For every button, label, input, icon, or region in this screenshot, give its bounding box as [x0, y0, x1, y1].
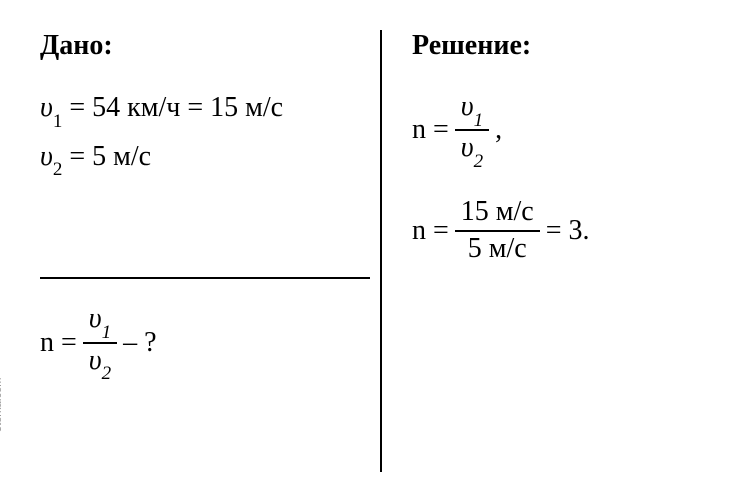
find-expression: n = υ1 υ2 – ? [40, 304, 380, 381]
find-lhs: n = [40, 327, 77, 359]
subscript: 1 [53, 111, 63, 132]
numeric-result: = 3. [546, 215, 590, 247]
fraction-numerator: υ1 [455, 92, 489, 131]
horizontal-rule [40, 277, 370, 279]
fraction-denominator: 5 м/с [462, 232, 533, 265]
find-suffix: – ? [123, 327, 156, 359]
variable-symbol: υ [461, 91, 474, 122]
solution-numeric-row: n = 15 м/с 5 м/с = 3. [412, 197, 715, 265]
subscript: 2 [102, 363, 112, 384]
variable-symbol: υ [461, 132, 474, 163]
given-heading: Дано: [40, 30, 380, 62]
subscript: 1 [102, 322, 112, 343]
solution-heading: Решение: [412, 30, 715, 62]
subscript: 2 [53, 159, 63, 180]
subscript: 2 [474, 151, 484, 172]
given-value-1: = 54 км/ч = 15 м/с [62, 92, 283, 123]
fraction-numerator: 15 м/с [455, 197, 540, 232]
formula-lhs: n = [412, 114, 449, 146]
fraction-numerator: υ1 [83, 304, 117, 343]
variable-symbol: υ [89, 303, 102, 334]
formula-suffix: , [495, 114, 502, 146]
problem-layout: Дано: υ1 = 54 км/ч = 15 м/с υ2 = 5 м/с n… [0, 0, 745, 502]
subscript: 1 [474, 110, 484, 131]
variable-symbol: υ [89, 345, 102, 376]
variable-symbol: υ [40, 92, 53, 123]
fraction: υ1 υ2 [83, 304, 117, 381]
given-column: Дано: υ1 = 54 км/ч = 15 м/с υ2 = 5 м/с n… [40, 30, 380, 472]
fraction-denominator: υ2 [83, 344, 117, 381]
given-value-2: = 5 м/с [62, 141, 151, 172]
numeric-lhs: n = [412, 215, 449, 247]
solution-column: Решение: n = υ1 υ2 , n = 15 м/с 5 м/с = … [380, 30, 715, 472]
given-line-1: υ1 = 54 км/ч = 15 м/с [40, 92, 380, 129]
solution-formula-row: n = υ1 υ2 , [412, 92, 715, 169]
variable-symbol: υ [40, 141, 53, 172]
fraction: 15 м/с 5 м/с [455, 197, 540, 265]
fraction-denominator: υ2 [455, 131, 489, 168]
given-line-2: υ2 = 5 м/с [40, 141, 380, 178]
fraction: υ1 υ2 [455, 92, 489, 169]
